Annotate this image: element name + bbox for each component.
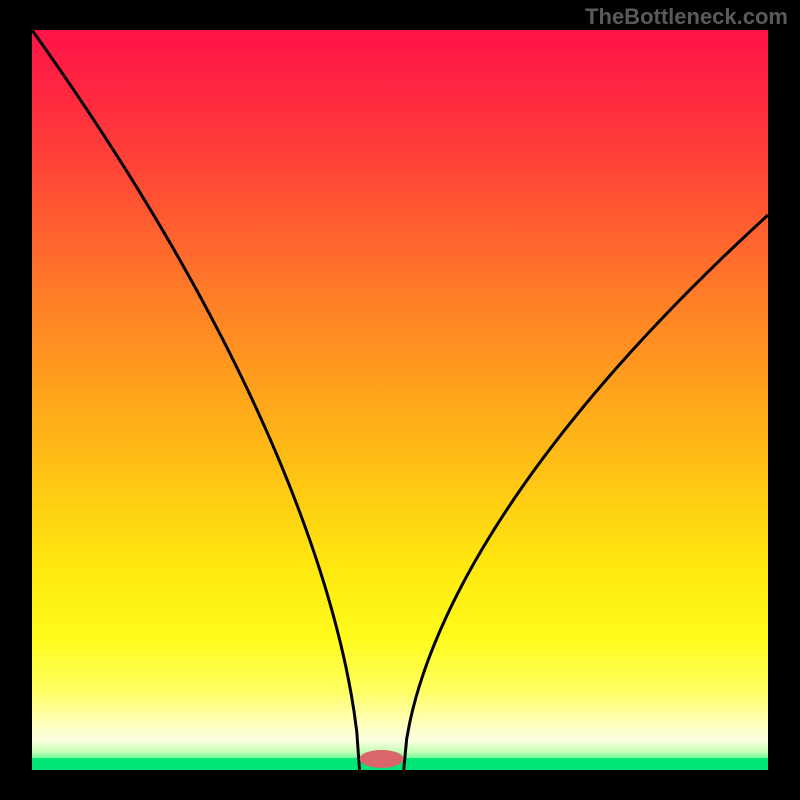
chart-plot-gradient: [32, 30, 768, 770]
optimum-marker: [360, 750, 404, 768]
chart-svg: [0, 0, 800, 800]
bottleneck-chart: TheBottleneck.com: [0, 0, 800, 800]
watermark-text: TheBottleneck.com: [585, 4, 788, 30]
